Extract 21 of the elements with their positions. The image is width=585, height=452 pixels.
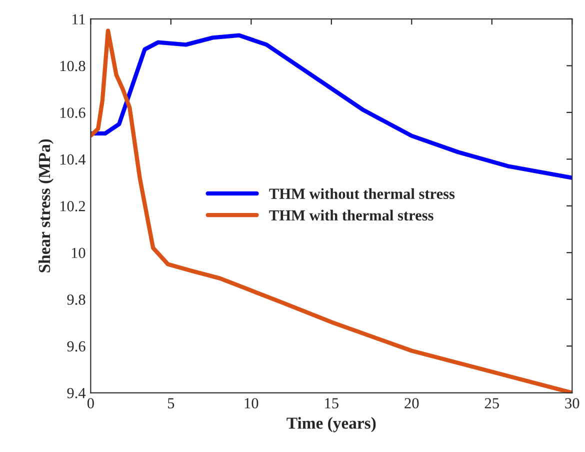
y-tick-label: 9.4 [67, 388, 86, 398]
x-tick-label: 25 [484, 398, 499, 408]
y-axis-title: Shear stress (MPa) [38, 139, 54, 272]
x-axis-title: Time (years) [286, 417, 376, 432]
y-tick-label: 10 [72, 248, 86, 258]
y-tick-label: 10.4 [60, 154, 86, 165]
legend-label: THM with thermal stress [269, 210, 434, 221]
y-tick-label: 11 [72, 14, 85, 24]
y-tick-label: 9.6 [67, 341, 86, 352]
legend-label: THM without thermal stress [269, 188, 455, 199]
y-tick-label: 10.2 [60, 201, 85, 212]
x-tick-label: 30 [565, 398, 580, 408]
x-tick-label: 15 [325, 398, 338, 408]
x-tick-label: 10 [244, 398, 258, 408]
line-series [90, 33, 572, 180]
y-tick-label: 10.6 [60, 108, 86, 118]
x-tick-label: 20 [404, 398, 419, 408]
x-tick-label: 0 [87, 398, 94, 408]
y-tick-label: 9.8 [67, 294, 86, 305]
y-tick-label: 10.8 [60, 60, 86, 72]
x-tick-label: 5 [168, 398, 174, 408]
